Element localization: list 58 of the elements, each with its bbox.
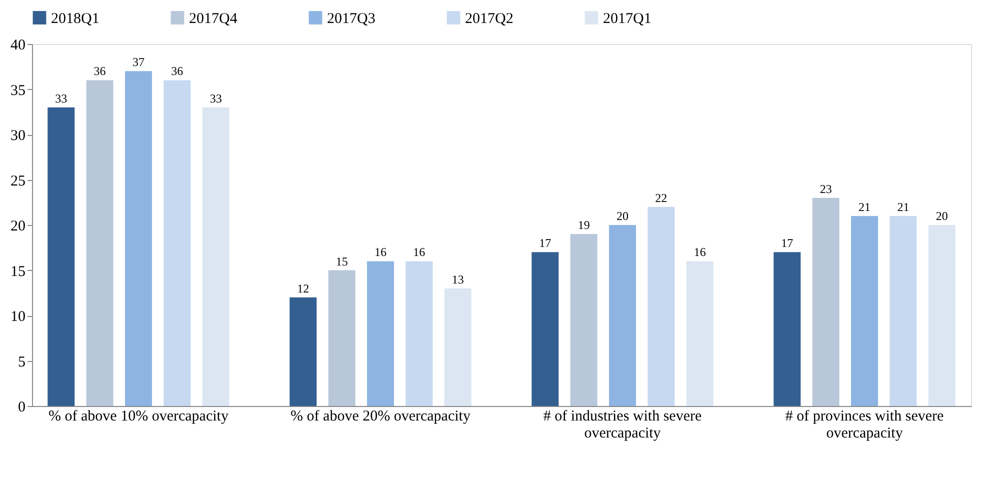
- legend-label: 2017Q4: [189, 10, 238, 27]
- bar: [774, 252, 801, 406]
- bar: [124, 71, 152, 406]
- bar: [444, 288, 472, 406]
- data-label: 16: [694, 245, 706, 260]
- legend-label: 2017Q3: [327, 10, 376, 27]
- bar: [164, 80, 191, 406]
- bar: [86, 80, 114, 406]
- legend-label: 2017Q1: [603, 10, 652, 27]
- data-label: 36: [171, 64, 184, 78]
- bar: [532, 252, 559, 406]
- y-tick-label: 35: [10, 82, 26, 99]
- x-tick-label: # of industries with severe overcapacity: [543, 408, 702, 442]
- data-label: 13: [452, 272, 464, 286]
- data-label: 20: [616, 209, 629, 223]
- x-tick-label: % of above 10% overcapacity: [48, 408, 229, 424]
- bar: [928, 225, 956, 406]
- y-tick-label: 20: [10, 218, 26, 234]
- data-label: 37: [132, 55, 144, 70]
- bar: [290, 297, 317, 406]
- data-label: 33: [55, 91, 68, 106]
- bar: [570, 234, 598, 406]
- data-label: 19: [578, 218, 590, 232]
- y-tick-label: 25: [10, 173, 26, 190]
- y-tick-label: 15: [10, 264, 26, 280]
- bar: [648, 206, 675, 406]
- bar: [609, 225, 636, 406]
- data-label: 33: [210, 91, 222, 106]
- y-tick-label: 30: [10, 128, 26, 144]
- bar: [48, 107, 75, 406]
- bar: [686, 261, 714, 406]
- data-label: 15: [336, 254, 348, 268]
- bar: [202, 107, 230, 406]
- y-tick-label: 5: [18, 354, 26, 370]
- data-label: 16: [413, 245, 426, 260]
- data-label: 20: [936, 209, 948, 223]
- data-label: 21: [858, 200, 871, 214]
- x-tick-label: % of above 20% overcapacity: [290, 408, 471, 424]
- bar: [851, 216, 878, 406]
- bar: [812, 198, 840, 406]
- data-label: 23: [820, 182, 832, 196]
- bar: [328, 270, 356, 406]
- data-label: 22: [655, 190, 668, 205]
- data-label: 17: [539, 236, 552, 250]
- bar: [406, 261, 433, 406]
- data-label: 21: [897, 200, 910, 214]
- y-tick-label: 0: [18, 400, 26, 416]
- y-tick-label: 40: [10, 38, 26, 54]
- bar: [890, 216, 917, 406]
- y-tick-label: 10: [10, 309, 26, 325]
- data-label: 16: [374, 245, 386, 260]
- legend-label: 2018Q1: [51, 10, 100, 27]
- data-label: 36: [94, 64, 106, 78]
- legend-label: 2017Q2: [465, 10, 514, 27]
- data-label: 12: [297, 281, 310, 296]
- bar: [366, 261, 394, 406]
- data-label: 17: [781, 236, 794, 250]
- x-tick-label: # of provinces with severe overcapacity: [785, 408, 944, 442]
